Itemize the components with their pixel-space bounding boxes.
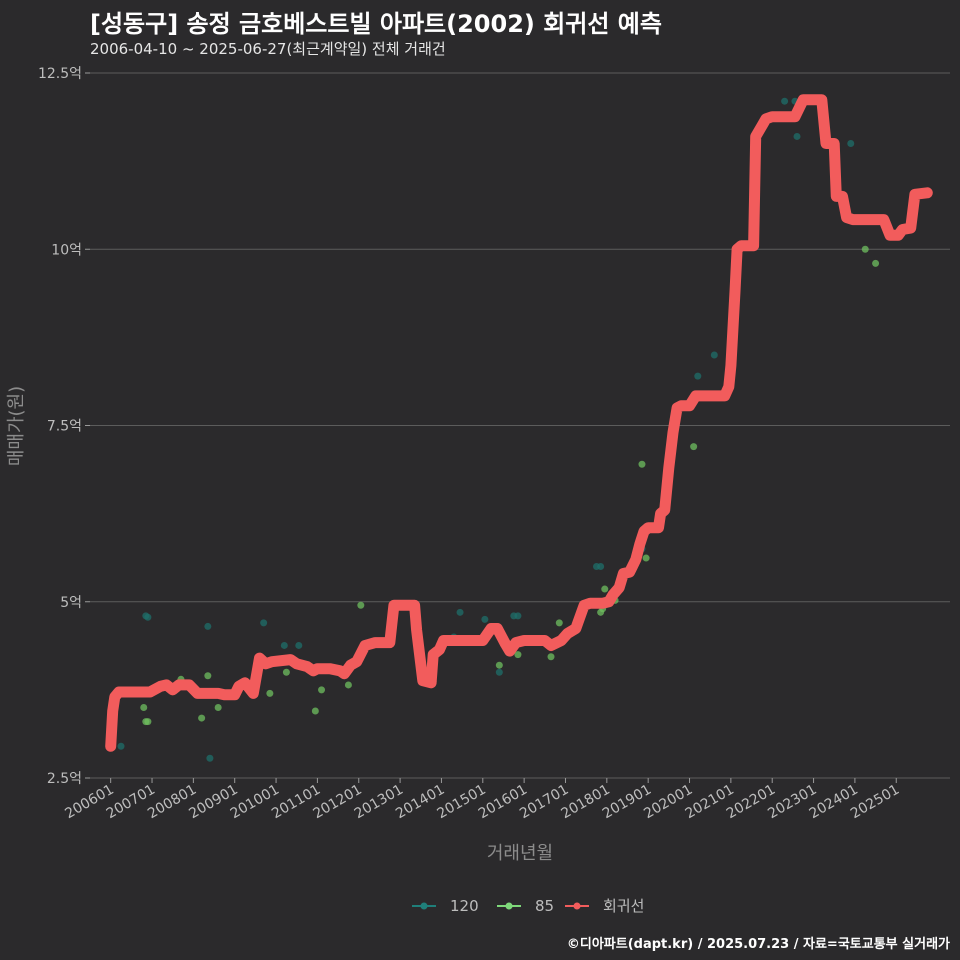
legend-marker-0 [420, 902, 428, 910]
scatter-point-85 [204, 672, 212, 680]
legend: 120 85 회귀선 [412, 897, 644, 915]
y-tick-label: 2.5억 [47, 771, 82, 787]
scatter-point-85 [495, 661, 503, 669]
y-axis-ticks: 2.5억 5억 7.5억 10억 12.5억 [38, 66, 90, 787]
scatter-point-120 [710, 351, 718, 359]
x-axis-title: 거래년월 [487, 843, 553, 864]
scatter-point-85 [214, 704, 222, 711]
regression-line [105, 94, 933, 752]
scatter-point-120 [144, 613, 152, 621]
scatter-point-120 [295, 641, 303, 649]
scatter-point-120 [514, 612, 522, 620]
scatter-point-120 [847, 140, 855, 147]
legend-marker-2 [573, 902, 581, 910]
scatter-point-120 [495, 668, 503, 676]
chart-title: [성동구] 송정 금호베스트빌 아파트(2002) 회귀선 예측 [90, 10, 662, 38]
scatter-point-85 [514, 651, 522, 659]
scatter-series-120 [117, 97, 855, 762]
y-tick-label: 10억 [51, 242, 82, 258]
scatter-point-85 [642, 554, 650, 562]
y-tick-label: 12.5억 [38, 66, 82, 82]
scatter-point-85 [690, 443, 698, 451]
scatter-point-85 [282, 668, 290, 676]
scatter-point-85 [357, 601, 365, 609]
scatter-point-85 [555, 619, 563, 627]
y-tick-label: 5억 [60, 595, 82, 611]
scatter-point-85 [547, 653, 555, 661]
legend-label: 85 [535, 897, 554, 915]
scatter-point-120 [280, 641, 288, 649]
scatter-point-120 [456, 608, 464, 616]
regression-series [105, 94, 933, 752]
scatter-point-120 [117, 742, 125, 750]
scatter-point-120 [793, 132, 801, 140]
y-axis-title: 매매가(원) [6, 386, 27, 466]
scatter-point-85 [872, 259, 880, 267]
scatter-point-85 [198, 714, 206, 722]
scatter-point-85 [144, 718, 152, 726]
scatter-point-85 [311, 707, 319, 715]
scatter-point-120 [204, 622, 212, 630]
scatter-point-120 [597, 563, 605, 570]
scatter-point-85 [140, 704, 148, 711]
scatter-point-85 [266, 689, 274, 697]
y-tick-label: 7.5억 [47, 419, 82, 435]
legend-label: 회귀선 [603, 897, 644, 915]
scatter-point-120 [206, 754, 214, 762]
scatter-point-120 [481, 615, 489, 623]
scatter-point-85 [638, 460, 646, 468]
legend-label: 120 [450, 897, 479, 915]
x-axis-ticks: 2006012007012008012009012010012011012012… [62, 778, 902, 822]
chart-subtitle: 2006-04-10 ~ 2025-06-27(최근계약일) 전체 거래건 [90, 40, 446, 58]
scatter-point-85 [861, 245, 869, 253]
scatter-point-120 [260, 619, 268, 627]
legend-marker-1 [505, 902, 513, 910]
scatter-point-120 [781, 97, 789, 105]
scatter-point-85 [344, 681, 352, 689]
source-credit: ©디아파트(dapt.kr) / 2025.07.23 / 자료=국토교통부 실… [566, 937, 950, 952]
scatter-point-120 [694, 372, 702, 380]
gridlines [90, 72, 950, 779]
scatter-point-85 [601, 585, 609, 593]
scatter-point-85 [318, 686, 326, 694]
